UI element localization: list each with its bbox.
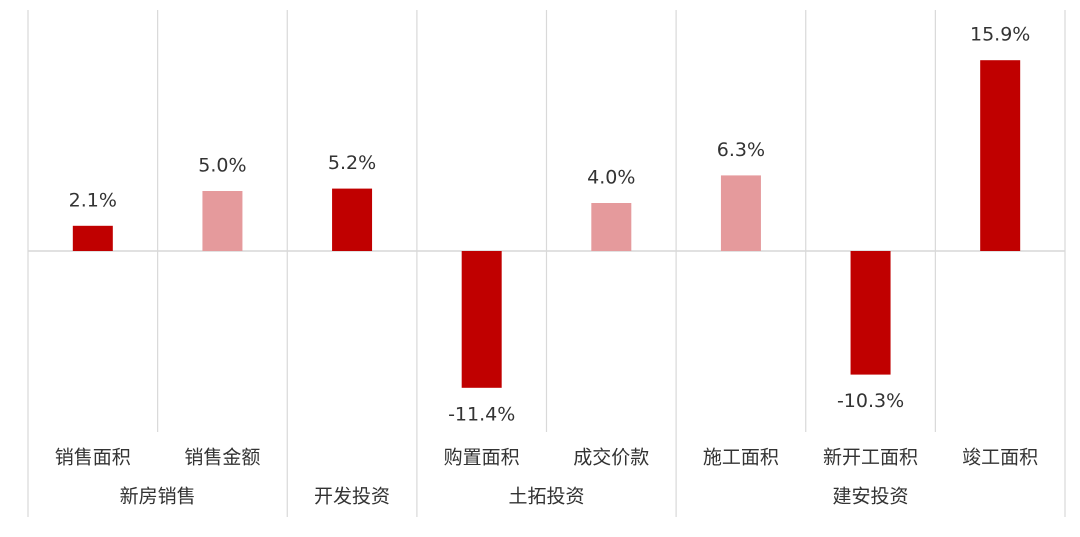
bar	[850, 251, 891, 375]
bar	[980, 60, 1021, 252]
category-label: 竣工面积	[962, 447, 1038, 469]
category-label: 新开工面积	[823, 447, 918, 469]
value-label: 5.2%	[328, 152, 376, 174]
bar	[332, 188, 373, 251]
category-label: 成交价款	[573, 447, 649, 469]
value-label: -11.4%	[448, 403, 515, 425]
group-label: 建安投资	[833, 486, 909, 508]
category-label: 销售金额	[184, 447, 260, 469]
bar	[202, 191, 243, 251]
value-label: 2.1%	[69, 189, 117, 211]
group-label: 开发投资	[314, 486, 390, 508]
category-label: 购置面积	[444, 447, 520, 469]
value-label: -10.3%	[837, 390, 904, 412]
bar	[720, 175, 761, 251]
category-label: 销售面积	[55, 447, 131, 469]
value-label: 5.0%	[198, 155, 246, 177]
value-label: 6.3%	[717, 139, 765, 161]
group-label: 土拓投资	[508, 486, 584, 508]
value-label: 15.9%	[970, 24, 1030, 46]
value-label: 4.0%	[587, 167, 635, 189]
category-label: 施工面积	[703, 447, 779, 469]
group-label: 新房销售	[120, 486, 196, 508]
bar	[461, 251, 502, 388]
bar	[72, 225, 113, 251]
bar	[591, 203, 632, 251]
